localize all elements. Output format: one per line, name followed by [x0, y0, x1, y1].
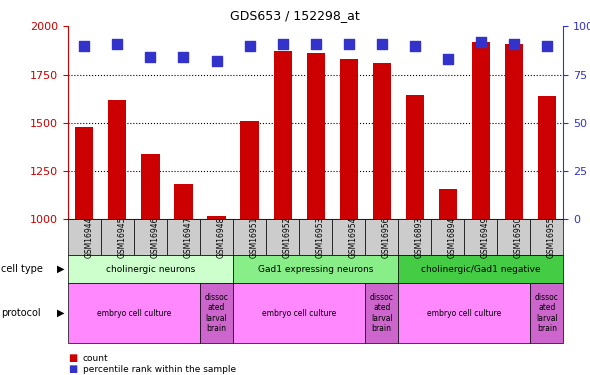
Text: GSM16893: GSM16893 [415, 216, 424, 258]
Text: GSM16954: GSM16954 [349, 216, 358, 258]
Bar [373, 63, 391, 219]
Point [146, 54, 155, 60]
Bar [274, 51, 291, 219]
Point [80, 43, 89, 49]
Text: protocol: protocol [1, 308, 41, 318]
Text: cholinergic/Gad1 negative: cholinergic/Gad1 negative [421, 265, 540, 274]
Bar [76, 127, 93, 219]
Text: dissoc
ated
larval
brain: dissoc ated larval brain [535, 293, 559, 333]
Text: dissoc
ated
larval
brain: dissoc ated larval brain [370, 293, 394, 333]
Point [476, 39, 486, 45]
Point [377, 40, 386, 46]
Bar [109, 100, 126, 219]
Text: GSM16944: GSM16944 [84, 216, 93, 258]
Text: GSM16945: GSM16945 [117, 216, 126, 258]
Point [179, 54, 188, 60]
Text: cholinergic neurons: cholinergic neurons [106, 265, 195, 274]
Text: GSM16953: GSM16953 [316, 216, 325, 258]
Bar [406, 95, 424, 219]
Text: GSM16955: GSM16955 [547, 216, 556, 258]
Point [344, 40, 353, 46]
Bar [472, 42, 490, 219]
Text: cell type: cell type [1, 264, 43, 274]
Text: GSM16956: GSM16956 [382, 216, 391, 258]
Bar [142, 154, 159, 219]
Text: GSM16946: GSM16946 [150, 216, 159, 258]
Bar [307, 53, 324, 219]
Point [311, 40, 320, 46]
Bar [208, 216, 225, 219]
Text: GSM16949: GSM16949 [481, 216, 490, 258]
Point [443, 56, 453, 62]
Bar [439, 189, 457, 219]
Text: percentile rank within the sample: percentile rank within the sample [83, 365, 236, 374]
Text: GDS653 / 152298_at: GDS653 / 152298_at [230, 9, 360, 22]
Text: GSM16950: GSM16950 [514, 216, 523, 258]
Bar [241, 121, 258, 219]
Bar [538, 96, 556, 219]
Text: ■: ■ [68, 353, 77, 363]
Bar [175, 184, 192, 219]
Text: embryo cell culture: embryo cell culture [97, 309, 171, 318]
Text: ▶: ▶ [57, 264, 65, 274]
Text: GSM16947: GSM16947 [183, 216, 192, 258]
Text: ■: ■ [68, 364, 77, 374]
Text: GSM16952: GSM16952 [283, 216, 291, 258]
Point [410, 43, 419, 49]
Bar [505, 44, 523, 219]
Text: embryo cell culture: embryo cell culture [262, 309, 336, 318]
Point [113, 40, 122, 46]
Text: GSM16948: GSM16948 [217, 216, 225, 258]
Text: dissoc
ated
larval
brain: dissoc ated larval brain [205, 293, 228, 333]
Text: embryo cell culture: embryo cell culture [427, 309, 502, 318]
Text: ▶: ▶ [57, 308, 65, 318]
Text: count: count [83, 354, 108, 363]
Point [245, 43, 254, 49]
Bar [340, 59, 358, 219]
Text: GSM16894: GSM16894 [448, 216, 457, 258]
Point [278, 40, 287, 46]
Point [212, 58, 221, 64]
Text: GSM16951: GSM16951 [250, 216, 258, 258]
Point [542, 43, 552, 49]
Text: Gad1 expressing neurons: Gad1 expressing neurons [258, 265, 373, 274]
Point [509, 40, 519, 46]
